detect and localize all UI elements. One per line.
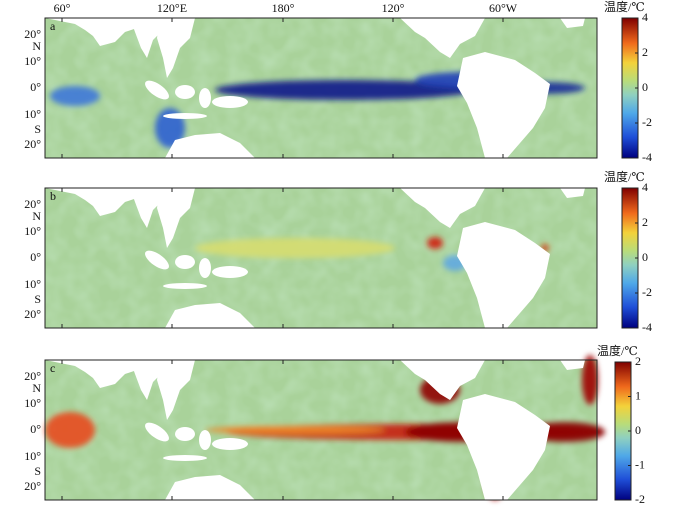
- colorbar-tick-label: -2: [642, 115, 652, 129]
- anomaly: [205, 426, 385, 434]
- map-frame: [44, 17, 598, 159]
- lat-label: 20°: [24, 369, 41, 383]
- lat-label: S: [34, 122, 41, 136]
- lat-label: 10°: [24, 54, 41, 68]
- anomaly: [50, 86, 100, 106]
- colorbar-tick-label: -1: [635, 457, 645, 471]
- anomaly: [582, 355, 598, 405]
- map-panel: b20°N10°0°10°S20°: [24, 187, 598, 329]
- lon-label: 60°W: [489, 1, 518, 15]
- colorbar-tick-label: 4: [642, 180, 648, 194]
- lat-label: 0°: [30, 80, 41, 94]
- lat-label: N: [32, 381, 41, 395]
- lat-label: 20°: [24, 137, 41, 151]
- colorbar-tick-label: 2: [635, 354, 641, 368]
- map-frame: [44, 359, 598, 501]
- lat-label: S: [34, 292, 41, 306]
- lat-label: 0°: [30, 422, 41, 436]
- lat-label: 10°: [24, 449, 41, 463]
- lat-label: N: [32, 209, 41, 223]
- map-panel: c20°N10°0°10°S20°: [24, 355, 605, 501]
- lon-label: 180°: [272, 1, 295, 15]
- anomaly: [45, 412, 95, 448]
- colorbar-tick-label: 4: [642, 10, 648, 24]
- anomaly: [427, 237, 443, 249]
- lat-label: 10°: [24, 107, 41, 121]
- lat-label: 10°: [24, 396, 41, 410]
- lat-label: 20°: [24, 27, 41, 41]
- lat-label: 20°: [24, 479, 41, 493]
- map-frame: [44, 187, 598, 329]
- lat-label: 20°: [24, 307, 41, 321]
- colorbar-tick-label: -4: [642, 320, 652, 334]
- colorbar-tick-label: 0: [642, 80, 648, 94]
- colorbar-tick-label: 1: [635, 388, 641, 402]
- lat-label: N: [32, 39, 41, 53]
- lon-label: 60°: [54, 1, 71, 15]
- anomaly: [215, 80, 475, 100]
- lat-label: 10°: [24, 277, 41, 291]
- lat-label: S: [34, 464, 41, 478]
- colorbar-tick-label: -2: [642, 285, 652, 299]
- lon-label: 120°: [382, 1, 405, 15]
- colorbar-title: 温度/℃: [604, 169, 645, 184]
- lat-label: 20°: [24, 197, 41, 211]
- colorbar-title: 温度/℃: [604, 0, 645, 14]
- colorbar-tick-label: 2: [642, 45, 648, 59]
- colorbar-tick-label: -2: [635, 492, 645, 506]
- anomaly: [195, 238, 395, 258]
- colorbar-tick-label: 2: [642, 215, 648, 229]
- panel-label: b: [50, 189, 56, 203]
- panel-label: c: [50, 361, 55, 375]
- colorbar-title: 温度/℃: [597, 343, 638, 358]
- colorbar-tick-label: 0: [635, 423, 641, 437]
- colorbar-tick-label: -4: [642, 150, 652, 164]
- lat-label: 10°: [24, 224, 41, 238]
- map-panel: a60° 120°E 180° 120° 60°W20°N10°0°10°S20°: [24, 1, 598, 159]
- colorbar-tick-label: 0: [642, 250, 648, 264]
- lat-label: 0°: [30, 250, 41, 264]
- panel-label: a: [50, 19, 56, 33]
- lon-label: 120°E: [157, 1, 187, 15]
